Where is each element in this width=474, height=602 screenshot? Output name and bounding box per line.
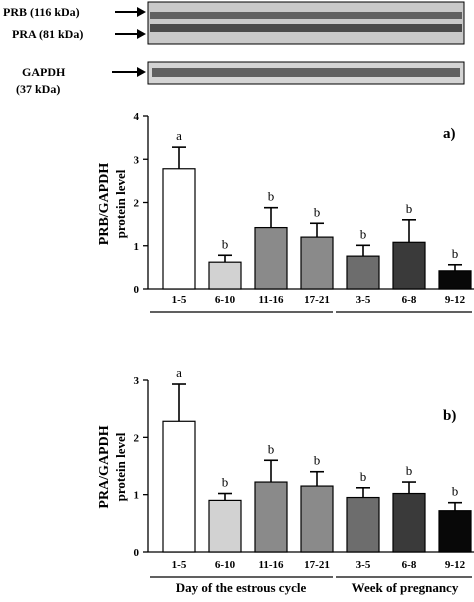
significance-letter: b [268,441,275,456]
significance-letter: b [360,226,367,241]
prb-band [150,12,462,19]
bar [208,499,242,553]
gapdh-band [152,68,460,77]
significance-letter: b [222,236,229,251]
bar [162,420,196,553]
category-label: 9-12 [445,294,466,306]
significance-letter: b [314,204,321,219]
bar [162,168,196,290]
group-label-estrous: Day of the estrous cycle [176,580,307,595]
y-tick-label: 0 [134,284,140,296]
blot-panel-upper [147,1,465,45]
arrow-right-icon [112,67,146,77]
bar [346,496,380,553]
group-label-pregnancy: Week of pregnancy [352,580,459,595]
y-axis-label-line2: protein level [113,169,128,238]
y-axis-label-line2: protein level [113,432,128,501]
category-label: 1-5 [172,294,187,306]
y-axis-label-line1: PRB/GAPDH [97,163,112,246]
category-label: 1-5 [172,559,187,571]
gapdh-size-label: (37 kDa) [16,82,60,96]
y-axis-label-line1: PRA/GAPDH [97,425,112,508]
bar [438,510,472,553]
category-label: 3-5 [356,559,371,571]
category-label: 6-10 [215,559,236,571]
category-label: 17-21 [304,294,330,306]
bar [254,481,288,553]
bar [300,485,334,553]
chart-prb-gapdh: PRB/GAPDH protein level a) 0 1 2 3 4 a 1-5 b 6-1… [97,111,474,313]
panel-label: a) [443,126,456,142]
category-label: 11-16 [258,294,284,306]
y-tick-label: 1 [134,490,140,502]
significance-letter: b [452,246,459,261]
category-label: 17-21 [304,559,330,571]
y-tick-label: 3 [134,375,140,387]
category-label: 11-16 [258,559,284,571]
significance-letter: a [176,365,182,380]
y-tick-label: 2 [134,432,140,444]
y-tick-label: 0 [134,547,140,559]
bar [346,255,380,290]
significance-letter: a [176,128,182,143]
category-label: 6-8 [402,559,417,571]
significance-letter: b [268,189,275,204]
significance-letter: b [360,469,367,484]
category-label: 9-12 [445,559,466,571]
bar [254,226,288,290]
pra-band [150,24,462,32]
significance-letter: b [314,453,321,468]
bar [208,261,242,290]
category-label: 3-5 [356,294,371,306]
bar [392,492,426,553]
blot-panel-gapdh [147,61,465,85]
category-label: 6-10 [215,294,236,306]
category-label: 6-8 [402,294,417,306]
gapdh-label: GAPDH [22,65,66,79]
chart-pra-gapdh: PRA/GAPDH protein level b) 0 1 2 3 a 1-5 b 6-10… [97,365,474,578]
prb-band-label: PRB (116 kDa) [3,5,80,19]
arrow-right-icon [115,29,146,39]
arrow-right-icon [115,7,146,17]
bar [438,270,472,290]
significance-letter: b [406,201,413,216]
bar [392,241,426,290]
y-tick-label: 1 [134,241,140,253]
panel-label: b) [443,408,456,424]
y-tick-label: 2 [134,198,140,210]
y-tick-label: 4 [134,111,140,123]
significance-letter: b [406,463,413,478]
bar [300,236,334,290]
pra-band-label: PRA (81 kDa) [12,27,83,41]
significance-letter: b [452,484,459,499]
significance-letter: b [222,475,229,490]
y-tick-label: 3 [134,154,140,166]
